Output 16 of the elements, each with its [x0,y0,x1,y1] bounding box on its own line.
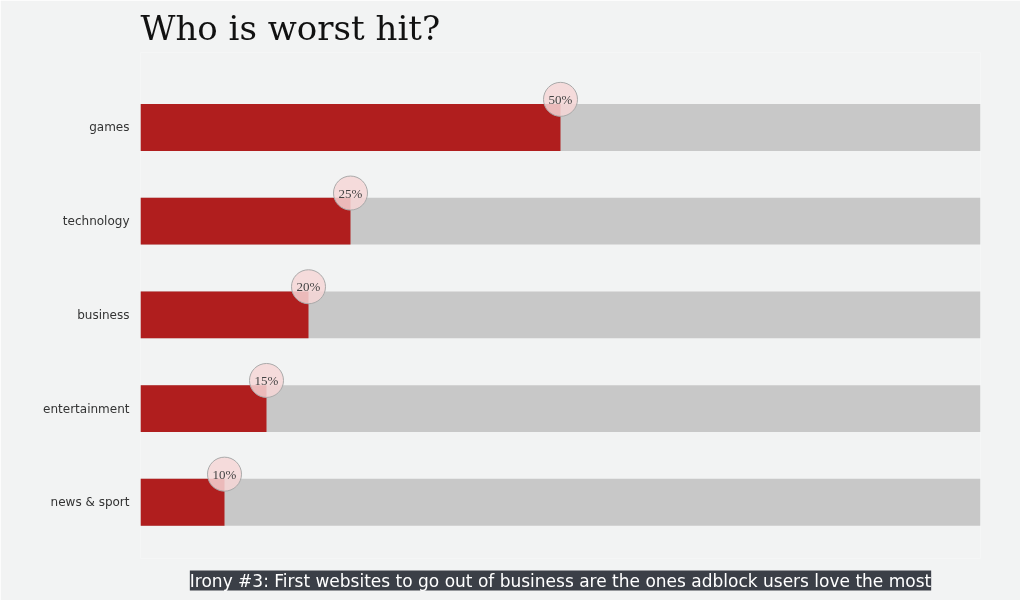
y-tick-label: entertainment [43,401,130,416]
bar [140,385,267,432]
text: Irony #3: First websites to go out of business are the ones adblock users love the most [189,570,932,591]
data-label: 15% [254,372,279,388]
y-tick-label: technology [62,214,130,229]
bar [140,478,225,526]
data-label: 10% [212,466,237,482]
data-label: 25% [338,185,363,201]
bar [140,291,309,339]
bar [140,197,351,245]
chart-title: Who is worst hit? [140,7,441,48]
data-label: 50% [548,91,573,107]
data-label: 20% [296,279,321,295]
y-tick-label: games [89,120,130,135]
y-tick-label: business [77,307,130,322]
y-tick-label: news & sport [50,495,130,510]
